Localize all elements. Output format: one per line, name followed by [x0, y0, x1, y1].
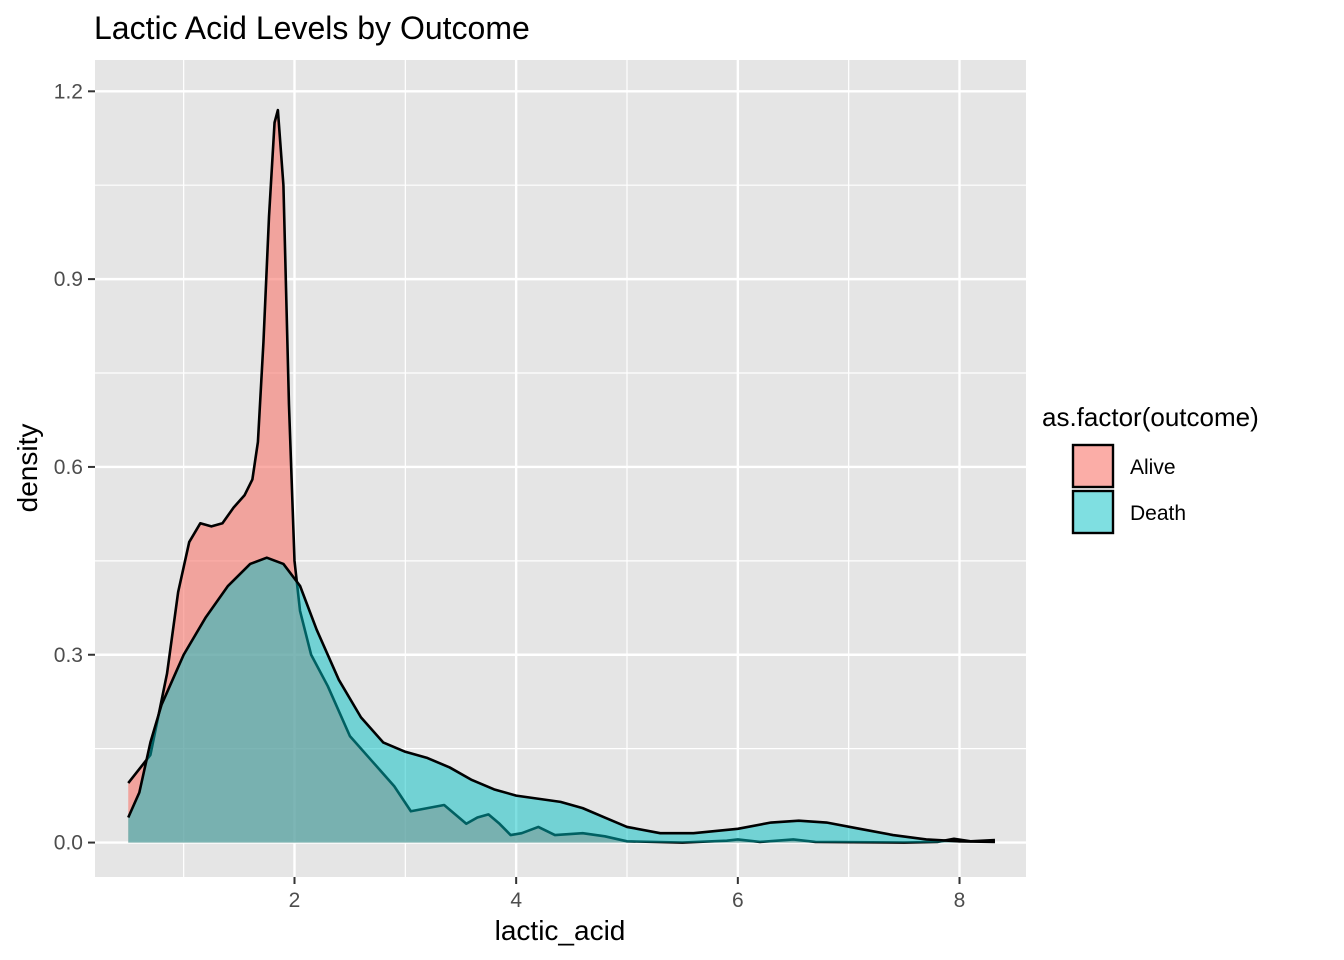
- legend-label-death: Death: [1130, 502, 1186, 525]
- x-tick-label: 4: [510, 889, 522, 912]
- y-tick-label: 0.9: [54, 268, 83, 291]
- y-axis-title: density: [12, 424, 43, 513]
- minor-gridlines: [95, 60, 1026, 877]
- y-tick-label: 0.0: [54, 832, 83, 855]
- chart-title: Lactic Acid Levels by Outcome: [94, 10, 530, 46]
- legend-title: as.factor(outcome): [1042, 402, 1259, 432]
- y-tick-label: 0.3: [54, 644, 83, 667]
- x-tick-label: 6: [732, 889, 744, 912]
- y-tick-label: 1.2: [54, 80, 83, 103]
- major-gridlines: [95, 60, 1026, 877]
- x-axis-title: lactic_acid: [495, 915, 626, 946]
- area-death: [128, 557, 995, 843]
- x-axis: 2 4 6 8: [289, 877, 966, 912]
- y-tick-label: 0.6: [54, 456, 83, 479]
- y-axis: 0.0 0.3 0.6 0.9 1.2: [54, 80, 95, 855]
- legend-key-death: [1071, 489, 1115, 535]
- x-tick-label: 8: [954, 889, 966, 912]
- x-tick-label: 2: [289, 889, 301, 912]
- outline-death: [127, 556, 995, 844]
- legend-items: Alive Death: [1071, 443, 1186, 535]
- legend-key-alive: [1071, 443, 1115, 489]
- density-areas: [127, 108, 996, 844]
- legend-label-alive: Alive: [1130, 456, 1176, 479]
- legend: as.factor(outcome) Alive Death: [1042, 402, 1259, 535]
